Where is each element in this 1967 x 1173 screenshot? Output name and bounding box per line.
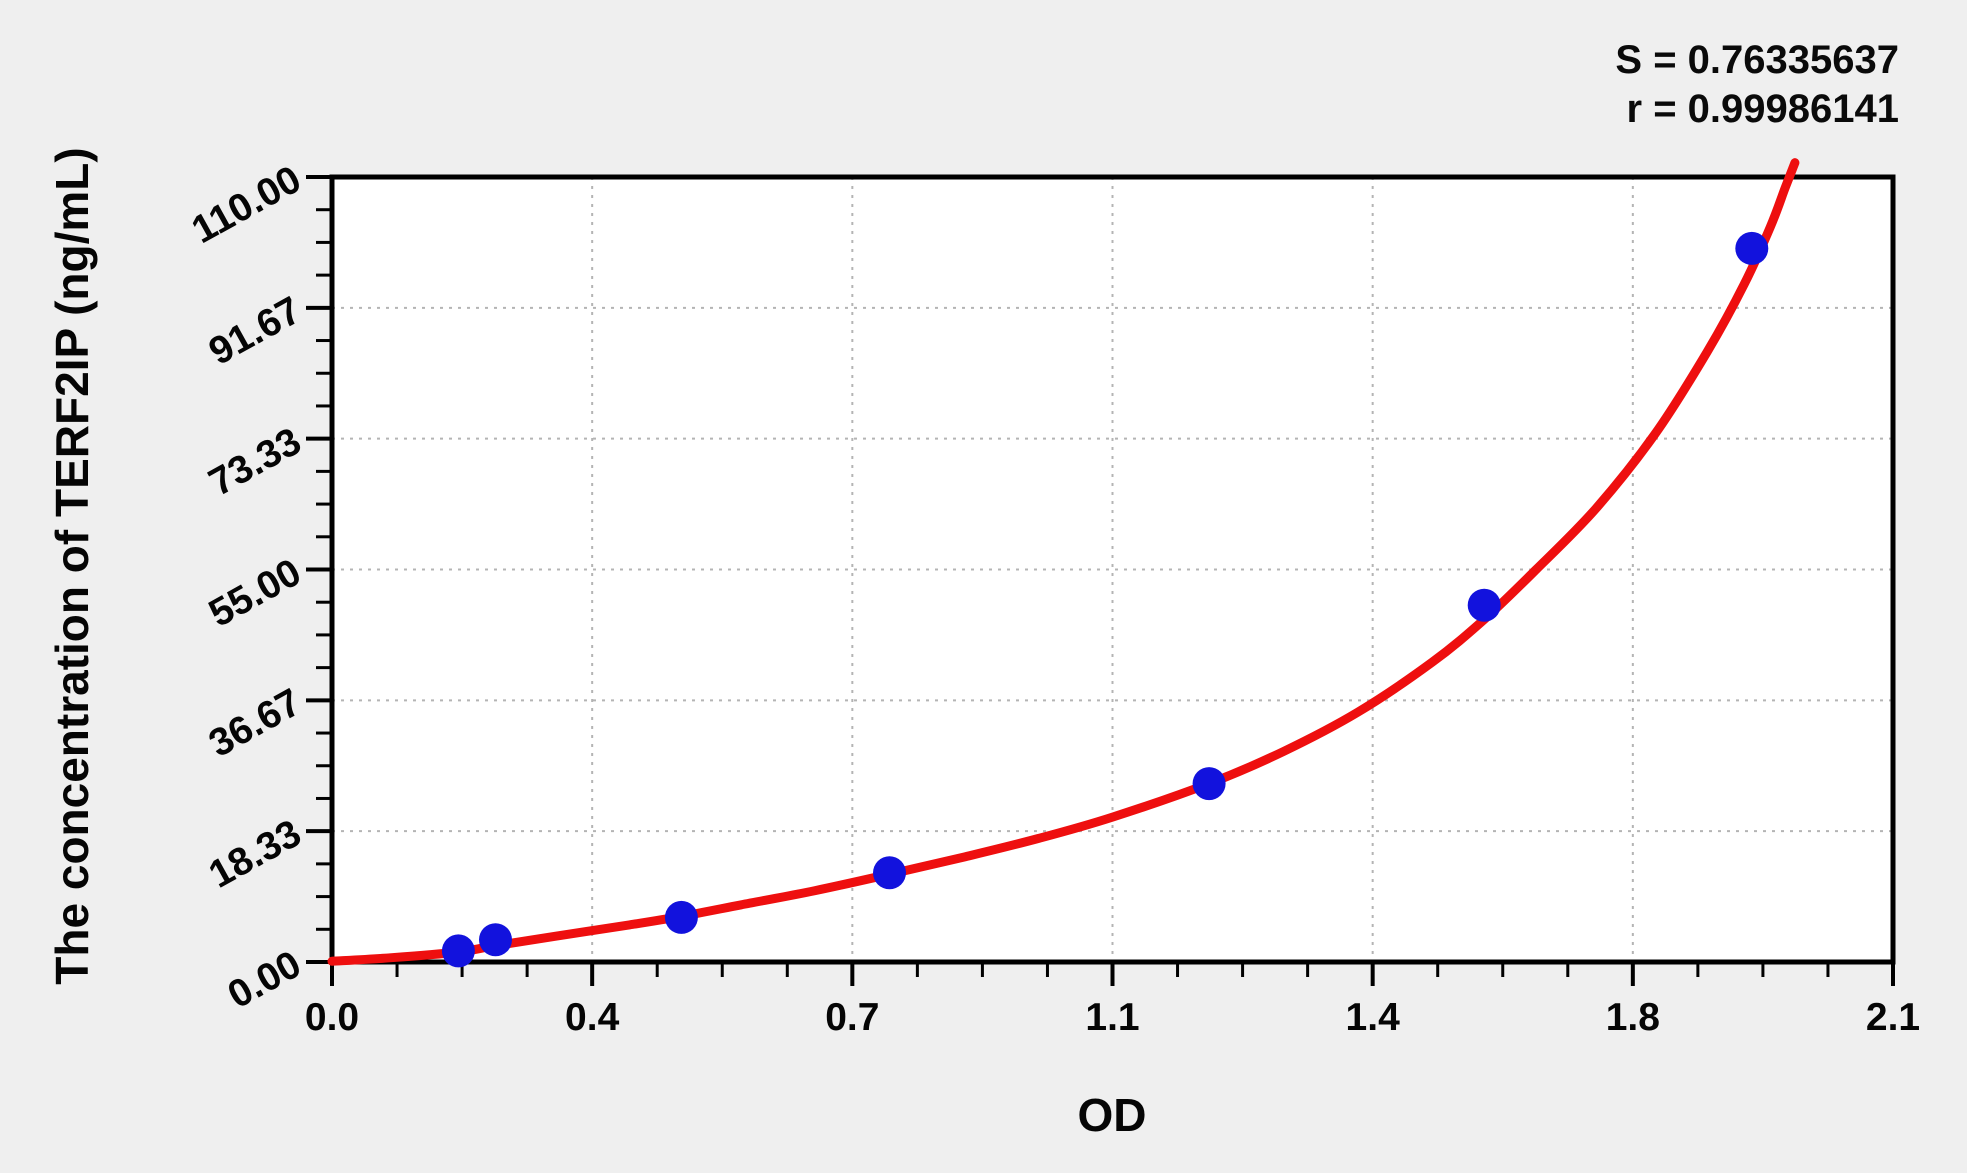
x-axis-title: OD bbox=[1077, 1089, 1147, 1141]
stat-s-value: S = 0.76335637 bbox=[1615, 38, 1899, 82]
x-tick-label: 0.0 bbox=[304, 996, 360, 1039]
data-point bbox=[1735, 231, 1769, 265]
x-tick-label: 1.4 bbox=[1345, 996, 1400, 1039]
x-tick-label: 0.4 bbox=[565, 996, 620, 1039]
data-point bbox=[1467, 588, 1501, 622]
plot-area bbox=[332, 177, 1893, 962]
x-tick-label: 1.8 bbox=[1605, 996, 1660, 1039]
data-point bbox=[873, 856, 906, 890]
plot-frame bbox=[329, 174, 1896, 965]
fitted-curve bbox=[327, 158, 1800, 966]
data-point bbox=[1192, 767, 1226, 801]
data-point bbox=[479, 923, 512, 957]
x-tick-label: 1.1 bbox=[1085, 996, 1140, 1039]
stats-block: S = 0.76335637 r = 0.99986141 bbox=[1615, 36, 1899, 134]
data-point bbox=[664, 900, 698, 934]
stat-r-value: r = 0.99986141 bbox=[1626, 87, 1899, 131]
data-point bbox=[441, 934, 475, 968]
x-tick-label: 2.1 bbox=[1865, 996, 1921, 1039]
x-tick-label: 0.7 bbox=[825, 996, 880, 1039]
